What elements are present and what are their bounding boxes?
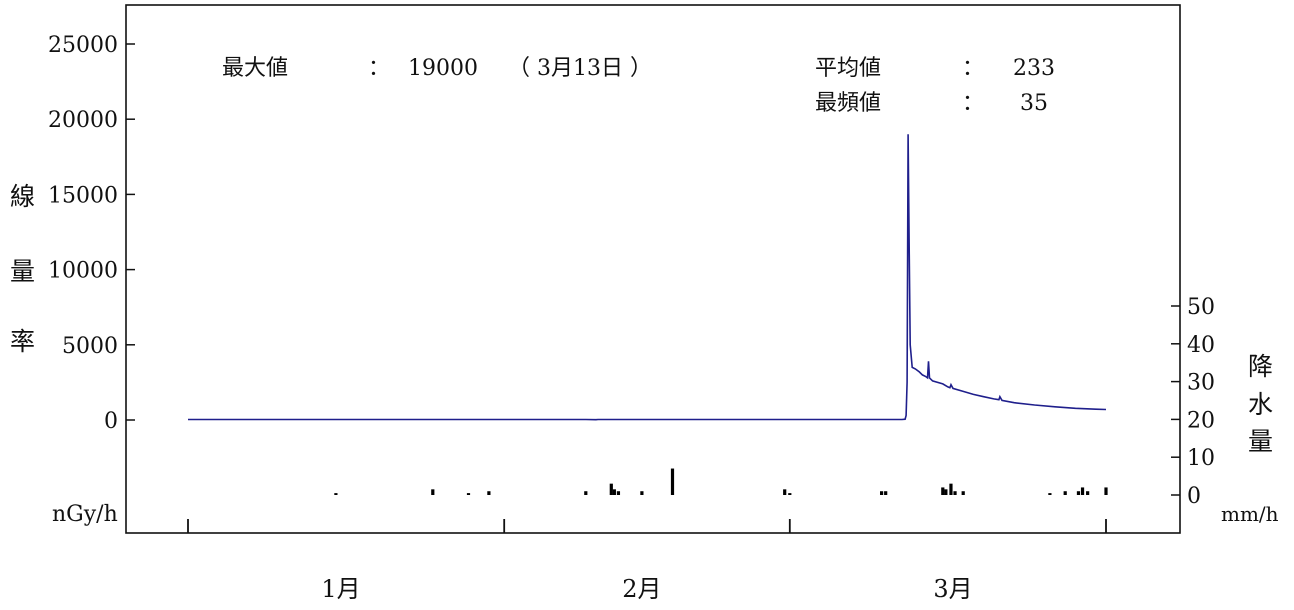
precipitation-bar bbox=[609, 483, 613, 495]
stat-max-sep: ： bbox=[368, 56, 390, 81]
y-right-label-char-1: 降 bbox=[1248, 352, 1273, 381]
dose-rate-line bbox=[188, 134, 1107, 421]
y-right-tick-label: 10 bbox=[1187, 446, 1215, 471]
precipitation-bar bbox=[466, 493, 471, 495]
precipitation-bar bbox=[612, 489, 616, 495]
x-month-label: 3月 bbox=[933, 575, 972, 603]
y-right-tick-label: 40 bbox=[1187, 333, 1215, 358]
precipitation-bar bbox=[431, 489, 435, 495]
y-right-tick-label: 20 bbox=[1187, 408, 1215, 433]
precipitation-bar bbox=[949, 483, 953, 495]
precipitation-bar bbox=[1086, 491, 1090, 495]
precipitation-bar bbox=[941, 487, 945, 495]
precipitation-bar bbox=[670, 468, 675, 495]
y-right-tick-label: 30 bbox=[1187, 371, 1215, 396]
precipitation-bars bbox=[334, 468, 1108, 495]
precipitation-bar bbox=[1104, 487, 1108, 495]
stat-max-value: 19000 bbox=[408, 56, 478, 81]
y-left-label-char-3: 率 bbox=[10, 327, 35, 356]
precipitation-bar bbox=[1076, 491, 1081, 495]
precipitation-bar bbox=[953, 491, 957, 495]
stat-max-date: （ 3月13日 ） bbox=[508, 56, 652, 81]
precipitation-bar bbox=[1048, 493, 1052, 495]
y-left-tick-label: 5000 bbox=[62, 334, 118, 359]
stat-mode-label: 最頻値 bbox=[815, 91, 881, 116]
y-left-tick-label: 10000 bbox=[48, 259, 118, 284]
y-right-label-char-2: 水 bbox=[1248, 390, 1273, 419]
stat-mode-sep: ： bbox=[962, 91, 984, 116]
y-right-label-char-3: 量 bbox=[1248, 427, 1273, 456]
y-right-tick-label: 0 bbox=[1187, 484, 1201, 509]
precipitation-bar bbox=[788, 493, 792, 495]
y-left-tick-label: 0 bbox=[104, 409, 118, 434]
precipitation-bar bbox=[1080, 487, 1085, 495]
precipitation-bar bbox=[880, 491, 884, 495]
y-left-tick-label: 15000 bbox=[48, 183, 118, 208]
plot-frame bbox=[125, 4, 1181, 534]
y-left-label-char-1: 線 bbox=[10, 182, 35, 211]
precipitation-bar bbox=[616, 491, 621, 495]
precipitation-bar bbox=[944, 489, 948, 495]
precipitation-bar bbox=[334, 493, 338, 495]
x-month-label: 2月 bbox=[622, 575, 661, 603]
y-right-tick-label: 50 bbox=[1187, 295, 1215, 320]
precipitation-bar bbox=[884, 491, 888, 495]
precipitation-bar bbox=[783, 489, 787, 495]
y-left-tick-label: 25000 bbox=[48, 33, 118, 58]
stat-mode-value: 35 bbox=[1020, 91, 1048, 116]
x-month-label: 1月 bbox=[321, 575, 360, 603]
precipitation-bar bbox=[1063, 491, 1067, 495]
y-right-unit: mm/h bbox=[1221, 502, 1279, 526]
y-left-tick-label: 20000 bbox=[48, 108, 118, 133]
y-left-unit: nGy/h bbox=[52, 502, 118, 527]
stat-mean-sep: ： bbox=[962, 56, 984, 81]
stat-mean-value: 233 bbox=[1013, 56, 1055, 81]
precipitation-bar bbox=[584, 491, 588, 495]
stat-max-label: 最大値 bbox=[222, 56, 288, 81]
y-left-label-char-2: 量 bbox=[10, 257, 35, 286]
stat-mean-label: 平均値 bbox=[815, 56, 881, 81]
precipitation-bar bbox=[640, 491, 644, 495]
precipitation-bar bbox=[487, 491, 491, 495]
precipitation-bar bbox=[961, 491, 965, 495]
